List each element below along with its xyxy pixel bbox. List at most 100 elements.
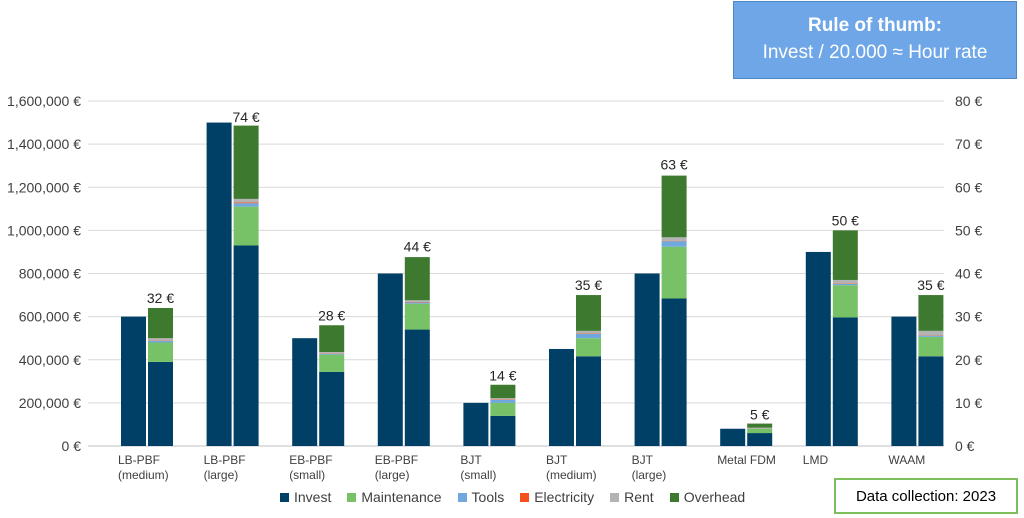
legend-item: Rent: [610, 489, 654, 505]
category-label: EB-PBF: [289, 453, 332, 467]
category-label: (large): [204, 468, 239, 482]
stack-segment-tools: [404, 302, 430, 304]
right-tick-label: 70 €: [955, 136, 982, 152]
stack-segment-invest: [148, 361, 173, 446]
legend-swatch: [520, 492, 530, 502]
right-tick-label: 20 €: [955, 352, 982, 368]
stack-segment-rent: [661, 237, 687, 241]
legend-label: Maintenance: [361, 489, 442, 505]
invest-bar: [206, 122, 232, 446]
stack-segment-electricity: [233, 202, 259, 204]
right-tick-label: 30 €: [955, 309, 982, 325]
invest-bar: [292, 338, 318, 446]
stack-segment-tools: [148, 340, 173, 343]
category-label: EB-PBF: [375, 453, 418, 467]
stack-segment-tools: [490, 399, 516, 403]
stack-segment-maintenance: [148, 342, 173, 362]
invest-bars: [121, 122, 917, 446]
legend-swatch: [280, 492, 289, 502]
right-tick-label: 40 €: [955, 266, 982, 282]
total-label: 35 €: [575, 277, 602, 293]
stack-segment-maintenance: [576, 338, 601, 357]
stack-segment-maintenance: [404, 303, 430, 330]
stack-segment-tools: [319, 353, 345, 355]
right-axis-ticks: 0 € 10 € 20 € 30 € 40 € 50 € 60 € 70 € 80 €: [955, 93, 982, 454]
stack-segment-invest: [576, 356, 601, 446]
stack-segment-rent: [576, 330, 601, 334]
legend-swatch: [457, 492, 467, 502]
legend-item: Overhead: [669, 489, 746, 505]
total-label: 50 €: [832, 212, 859, 228]
stack-segment-invest: [490, 415, 516, 446]
category-label: BJT: [546, 453, 568, 467]
stack-segment-tools: [661, 241, 687, 247]
total-label: 63 €: [660, 156, 687, 172]
stack-segment-overhead: [490, 384, 516, 399]
stack-segment-overhead: [832, 230, 858, 280]
total-label: 35 €: [917, 277, 944, 293]
legend-label: Tools: [471, 489, 505, 505]
right-tick-label: 10 €: [955, 395, 982, 411]
legend-label: Invest: [294, 489, 332, 505]
legend: Invest Maintenance Tools Electricity Rent Ove…: [280, 489, 745, 505]
category-label: Metal FDM: [717, 453, 776, 467]
stack-segment-tools: [576, 333, 601, 339]
stack-segment-rent: [404, 300, 430, 302]
rule-of-thumb-box: Rule of thumb: Invest / 20.000 ≈ Hour ra…: [733, 1, 1017, 79]
category-label: (small): [460, 468, 496, 482]
total-label: 74 €: [232, 109, 259, 125]
legend-item: Invest: [280, 489, 331, 505]
stack-segment-invest: [832, 317, 858, 446]
stack-segment-maintenance: [319, 354, 345, 372]
legend-swatch: [669, 492, 679, 502]
legend-swatch: [610, 492, 620, 502]
stack-segment-invest: [747, 433, 773, 446]
left-tick-label: 1,000,000 €: [7, 222, 81, 238]
invest-bar: [805, 251, 831, 446]
legend-item: Electricity: [520, 489, 594, 505]
stack-segment-overhead: [148, 308, 173, 339]
right-tick-label: 50 €: [955, 222, 982, 238]
stack-segment-tools: [832, 283, 858, 286]
category-label: LB-PBF: [204, 453, 246, 467]
category-label: WAAM: [888, 453, 925, 467]
left-tick-label: 600,000 €: [19, 309, 81, 325]
stack-segment-maintenance: [747, 428, 773, 434]
category-label: LB-PBF: [118, 453, 160, 467]
left-tick-label: 0 €: [62, 438, 82, 454]
stack-segment-overhead: [576, 295, 601, 331]
stack-segment-overhead: [661, 175, 687, 238]
rule-text: Invest / 20.000 ≈ Hour rate: [762, 42, 988, 63]
stack-segment-invest: [918, 356, 944, 446]
left-axis-ticks: 0 € 200,000 € 400,000 € 600,000 € 800,000 € 1…: [7, 93, 81, 454]
left-tick-label: 800,000 €: [19, 266, 81, 282]
total-label: 28 €: [318, 307, 345, 323]
stack-segment-rent: [233, 198, 259, 203]
legend-label: Overhead: [683, 489, 746, 505]
stack-segment-tools: [233, 203, 259, 207]
stack-segment-invest: [233, 245, 259, 446]
left-tick-label: 200,000 €: [19, 395, 81, 411]
invest-bar: [463, 402, 489, 446]
invest-bar: [549, 348, 574, 446]
total-labels: 32 € 74 € 28 € 44 € 14 € 35 € 63 € 5 € 50 € 35 €: [147, 109, 945, 423]
legend-label: Rent: [624, 489, 654, 505]
category-labels: LB-PBF(medium)LB-PBF(large)EB-PBF(small)…: [118, 453, 925, 482]
left-tick-label: 1,400,000 €: [7, 136, 81, 152]
legend-label: Electricity: [534, 489, 595, 505]
invest-bar: [720, 428, 746, 446]
right-tick-label: 60 €: [955, 179, 982, 195]
legend-item: Maintenance: [347, 489, 442, 505]
stack-segment-invest: [404, 329, 430, 446]
stack-segment-overhead: [233, 125, 259, 199]
category-label: BJT: [632, 453, 654, 467]
legend-swatch: [347, 492, 357, 502]
legend-item: Tools: [457, 489, 505, 505]
data-collection-box: Data collection: 2023: [834, 478, 1018, 514]
stack-segment-rent: [319, 351, 345, 354]
invest-bar: [634, 273, 660, 446]
category-label: (large): [632, 468, 667, 482]
category-label: LMD: [803, 453, 829, 467]
right-tick-label: 0 €: [955, 438, 975, 454]
